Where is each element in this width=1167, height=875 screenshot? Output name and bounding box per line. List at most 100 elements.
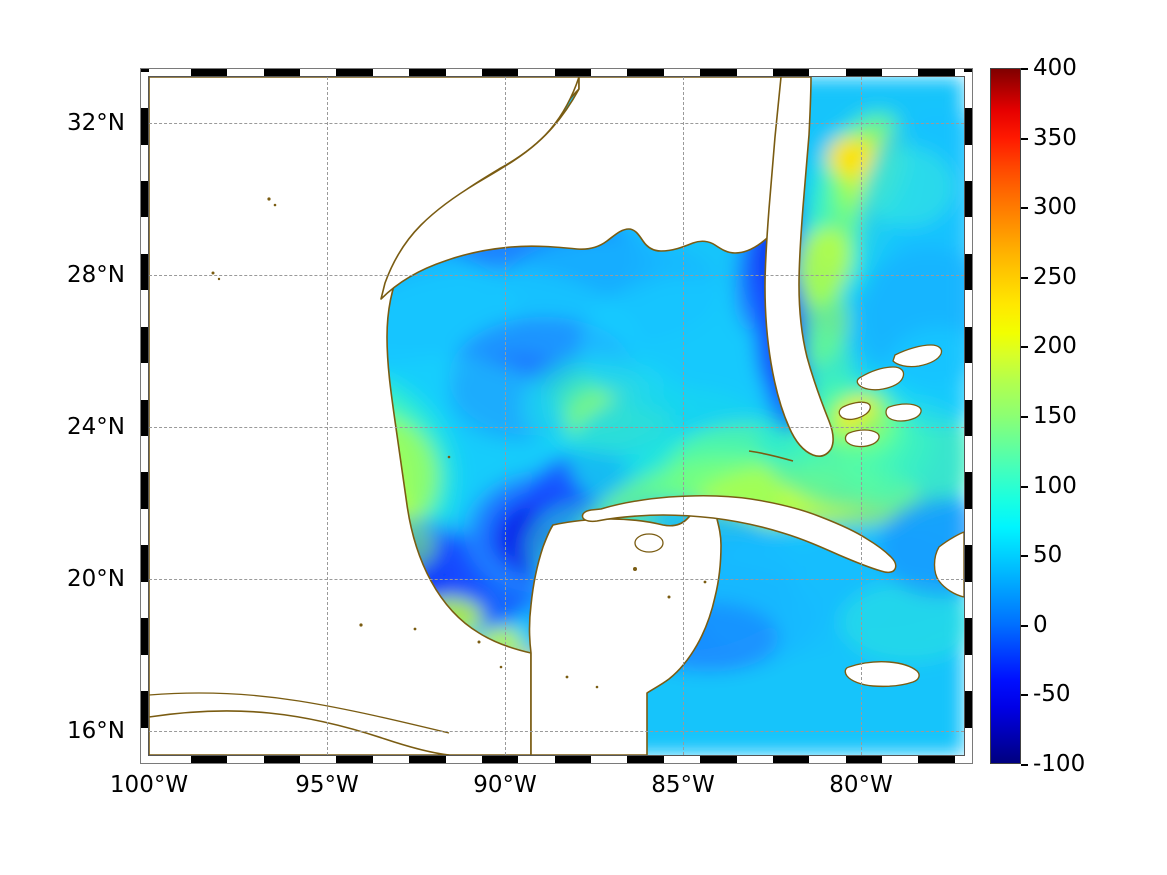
map-frame-segment	[736, 755, 773, 764]
map-frame-segment	[140, 581, 149, 619]
colorbar-gradient-bar	[990, 68, 1021, 764]
map-frame-segment	[481, 755, 519, 764]
map-frame-segment	[227, 68, 264, 77]
map-frame-segment	[140, 180, 149, 218]
colorbar-tick-0	[1021, 624, 1028, 627]
map-frame-segment	[964, 253, 973, 291]
map-frame-left	[140, 68, 149, 764]
map-frame-segment	[845, 68, 883, 77]
map-frame-segment	[964, 71, 973, 109]
map-frame-segment	[140, 108, 149, 145]
map-frame-segment	[154, 755, 191, 764]
map-frame-segment	[554, 68, 592, 77]
colorbar-tick-neg100	[1021, 764, 1028, 766]
map-frame-segment	[845, 755, 883, 764]
colorbar-tick-50	[1021, 555, 1028, 558]
xtick-label-3: 85°W	[651, 772, 715, 798]
map-frame-segment	[700, 755, 737, 764]
map-frame-segment	[663, 755, 701, 764]
map-frame-segment	[518, 68, 555, 77]
map-frame-segment	[882, 755, 919, 764]
ytick-label-2: 24°N	[67, 414, 125, 440]
map-frame-segment	[140, 508, 149, 546]
map-frame-segment	[140, 363, 149, 400]
colorbar-label-250: 250	[1033, 263, 1077, 290]
colorbar-label-100: 100	[1033, 472, 1077, 499]
map-frame-segment	[140, 144, 149, 181]
map-frame-segment	[140, 253, 149, 291]
map-frame-bottom	[140, 755, 973, 764]
map-frame-segment	[627, 68, 664, 77]
map-frame-segment	[964, 326, 973, 364]
map-frame-segment	[372, 755, 410, 764]
map-frame-segment	[140, 691, 149, 728]
colorbar-tick-400	[1021, 68, 1028, 70]
map-frame-segment	[663, 68, 701, 77]
colorbar-label-neg50: -50	[1033, 681, 1071, 708]
map-frame-segment	[140, 290, 149, 327]
colorbar: 400 350 300 250 200 150 100 50 0 -50 -10…	[990, 55, 1085, 777]
map-frame-segment	[964, 144, 973, 181]
map-frame-segment	[336, 68, 373, 77]
map-frame-segment	[882, 68, 919, 77]
map-frame-segment	[772, 755, 810, 764]
map-frame-segment	[190, 68, 228, 77]
colorbar-label-350: 350	[1033, 124, 1077, 151]
colorbar-label-300: 300	[1033, 194, 1077, 221]
colorbar-tick-250	[1021, 276, 1028, 279]
map-frame-segment	[918, 755, 955, 764]
map-frame-segment	[964, 618, 973, 655]
colorbar-tick-neg50	[1021, 694, 1028, 697]
ytick-label-3: 28°N	[67, 262, 125, 288]
map-frame-segment	[964, 654, 973, 692]
map-frame-segment	[964, 363, 973, 400]
map-frame-segment	[736, 68, 773, 77]
map-frame-right	[964, 68, 973, 764]
map-frame-segment	[964, 472, 973, 509]
map-frame-segment	[772, 68, 810, 77]
map-frame-segment	[445, 68, 482, 77]
colorbar-label-400: 400	[1033, 55, 1077, 81]
map-frame-segment	[140, 654, 149, 692]
map-frame-segment	[954, 755, 973, 764]
colorbar-tick-200	[1021, 346, 1028, 349]
colorbar-label-0: 0	[1033, 611, 1048, 638]
map-frame-segment	[481, 68, 519, 77]
map-frame-segment	[964, 290, 973, 327]
map-frame-segment	[964, 399, 973, 437]
map-frame-segment	[190, 755, 228, 764]
map-frame-top	[140, 68, 973, 77]
map-frame-segment	[300, 68, 337, 77]
map-frame-segment	[554, 755, 592, 764]
colorbar-tick-300	[1021, 207, 1028, 210]
map-frame-segment	[964, 727, 973, 764]
map-frame-segment	[964, 68, 973, 72]
ytick-label-4: 32°N	[67, 110, 125, 136]
map-frame-segment	[263, 755, 301, 764]
map-frame-segment	[140, 727, 149, 764]
map-frame-segment	[263, 68, 301, 77]
map-frame-segment	[227, 755, 264, 764]
ytick-label-0: 16°N	[67, 718, 125, 744]
map-frame-segment	[140, 472, 149, 509]
map-frame-segment	[409, 68, 446, 77]
map-plot-area	[149, 77, 964, 755]
map-frame-segment	[964, 217, 973, 254]
colorbar-label-200: 200	[1033, 333, 1077, 360]
map-frame-segment	[518, 755, 555, 764]
colorbar-tick-150	[1021, 416, 1028, 418]
map-axes	[140, 68, 973, 764]
map-frame-segment	[140, 399, 149, 437]
map-frame-segment	[964, 545, 973, 582]
map-frame-segment	[140, 618, 149, 655]
map-frame-segment	[627, 755, 664, 764]
map-frame-segment	[964, 436, 973, 473]
colorbar-label-neg100: -100	[1033, 751, 1086, 777]
map-frame-segment	[700, 68, 737, 77]
xtick-label-4: 80°W	[829, 772, 893, 798]
xtick-label-0: 100°W	[109, 772, 189, 798]
map-frame-segment	[964, 508, 973, 546]
map-frame-segment	[300, 755, 337, 764]
map-frame-segment	[591, 68, 628, 77]
